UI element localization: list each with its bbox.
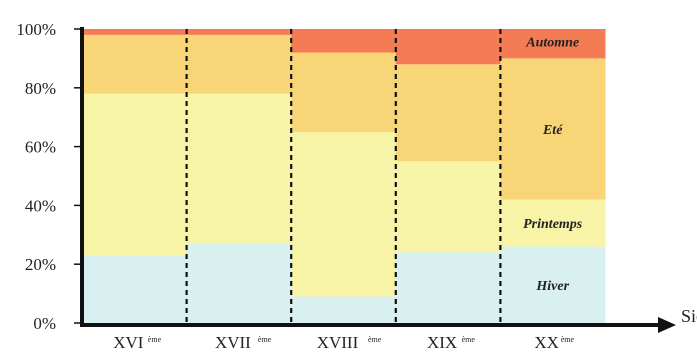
bar-segment-printemps-xviii bbox=[291, 131, 397, 297]
y-tick-label: 80% bbox=[25, 79, 56, 98]
series-label-automne: Automne bbox=[525, 36, 579, 51]
bars-group bbox=[82, 29, 606, 323]
y-tick-label: 20% bbox=[25, 255, 56, 274]
bar-segment-printemps-xvi bbox=[82, 93, 188, 256]
bar-segment-automne-xvi bbox=[82, 29, 188, 35]
bar-segment-hiver-xvii bbox=[186, 243, 292, 323]
x-tick-suffix: ème bbox=[368, 335, 382, 344]
bar-segment-eté-xvii bbox=[186, 34, 292, 94]
bar-segment-automne-xviii bbox=[291, 29, 397, 53]
bar-segment-automne-xx bbox=[500, 29, 606, 59]
y-tick-label: 60% bbox=[25, 138, 56, 157]
bar-segment-printemps-xix bbox=[395, 161, 501, 253]
bar-segment-automne-xix bbox=[395, 29, 501, 65]
x-tick-label: XIX bbox=[427, 333, 457, 352]
bar-segment-printemps-xx bbox=[500, 199, 606, 247]
y-tick-label: 100% bbox=[16, 20, 56, 39]
bar-segment-eté-xix bbox=[395, 64, 501, 162]
x-axis-title: Siècles bbox=[681, 306, 697, 326]
x-tick-suffix: ème bbox=[148, 335, 162, 344]
bar-segment-hiver-xix bbox=[395, 252, 501, 323]
bar-segment-printemps-xvii bbox=[186, 93, 292, 244]
x-tick-suffix: ème bbox=[462, 335, 476, 344]
x-tick-suffix: ème bbox=[561, 335, 575, 344]
bar-segment-eté-xviii bbox=[291, 52, 397, 132]
x-tick-suffix: ème bbox=[258, 335, 272, 344]
bar-segment-eté-xx bbox=[500, 58, 606, 200]
y-tick-label: 40% bbox=[25, 196, 56, 215]
bar-segment-hiver-xviii bbox=[291, 296, 397, 323]
bar-segment-automne-xvii bbox=[186, 29, 292, 35]
bar-segment-eté-xvi bbox=[82, 34, 188, 94]
x-tick-label: XVIII bbox=[317, 333, 359, 352]
series-label-eté: Eté bbox=[542, 123, 563, 138]
y-tick-label: 0% bbox=[33, 314, 56, 333]
century-dividers bbox=[185, 29, 502, 323]
series-label-hiver: Hiver bbox=[535, 279, 569, 294]
y-axis: 0% 20% 40% 60% 80% 100% bbox=[16, 20, 84, 333]
bar-segment-hiver-xvi bbox=[82, 255, 188, 323]
x-axis-arrow-icon bbox=[658, 317, 676, 333]
x-tick-label: XVII bbox=[215, 333, 251, 352]
series-labels: Hiver Printemps Eté Automne bbox=[523, 36, 583, 294]
series-label-printemps: Printemps bbox=[523, 217, 583, 232]
x-axis: SièclesXVIèmeXVIIèmeXVIIIèmeXIXèmeXXème bbox=[80, 306, 697, 352]
bar-segment-hiver-xx bbox=[500, 246, 606, 323]
x-tick-label: XVI bbox=[113, 333, 144, 352]
x-tick-label: XX bbox=[534, 333, 559, 352]
